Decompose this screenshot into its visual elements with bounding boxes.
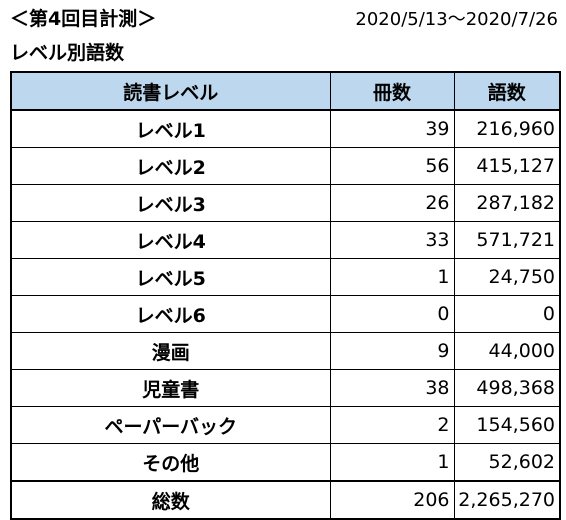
- measure-title: ＜第4回目計測＞: [10, 8, 157, 30]
- row-word-count: 52,602: [453, 443, 561, 482]
- row-word-count: 571,721: [453, 221, 561, 259]
- row-book-count: 33: [329, 221, 455, 259]
- row-book-count: 0: [329, 295, 455, 333]
- table-row: レベル2 56 415,127: [10, 147, 561, 185]
- row-book-count: 1: [329, 258, 455, 296]
- row-word-count: 216,960: [453, 109, 561, 148]
- row-level-label: 漫画: [10, 332, 331, 370]
- row-word-count: 154,560: [453, 406, 561, 444]
- table-row: レベル6 0 0: [10, 295, 561, 333]
- row-book-count: 39: [329, 109, 455, 148]
- row-word-count: 24,750: [453, 258, 561, 296]
- row-book-count: 56: [329, 147, 455, 185]
- table-row: その他 1 52,602: [10, 443, 561, 482]
- row-level-label: レベル5: [10, 258, 331, 296]
- row-word-count: 44,000: [453, 332, 561, 370]
- total-book-count: 206: [329, 480, 455, 520]
- column-header-book-count: 冊数: [329, 71, 455, 111]
- row-level-label: レベル3: [10, 184, 331, 222]
- row-level-label: レベル4: [10, 221, 331, 259]
- row-book-count: 9: [329, 332, 455, 370]
- total-row: 総数 206 2,265,270: [10, 480, 561, 520]
- row-level-label: 児童書: [10, 369, 331, 407]
- row-level-label: レベル2: [10, 147, 331, 185]
- table-header-row: 読書レベル 冊数 語数: [10, 71, 561, 111]
- row-level-label: レベル6: [10, 295, 331, 333]
- row-level-label: その他: [10, 443, 331, 482]
- row-word-count: 287,182: [453, 184, 561, 222]
- row-word-count: 415,127: [453, 147, 561, 185]
- total-label: 総数: [10, 480, 331, 520]
- total-word-count: 2,265,270: [453, 480, 561, 520]
- row-book-count: 2: [329, 406, 455, 444]
- row-word-count: 0: [453, 295, 561, 333]
- row-level-label: ペーパーバック: [10, 406, 331, 444]
- row-word-count: 498,368: [453, 369, 561, 407]
- table-row: 児童書 38 498,368: [10, 369, 561, 407]
- row-level-label: レベル1: [10, 109, 331, 148]
- table-row: レベル1 39 216,960: [10, 109, 561, 148]
- column-header-reading-level: 読書レベル: [10, 71, 331, 111]
- level-word-count-table: 読書レベル 冊数 語数 レベル1 39 216,960 レベル2 56 415,…: [10, 71, 561, 520]
- table-row: 漫画 9 44,000: [10, 332, 561, 370]
- table-row: ペーパーバック 2 154,560: [10, 406, 561, 444]
- header-line: ＜第4回目計測＞ 2020/5/13〜2020/7/26: [0, 4, 566, 32]
- table-row: レベル5 1 24,750: [10, 258, 561, 296]
- measurement-period: 2020/5/13〜2020/7/26: [355, 9, 558, 30]
- table-row: レベル4 33 571,721: [10, 221, 561, 259]
- table-row: レベル3 26 287,182: [10, 184, 561, 222]
- column-header-word-count: 語数: [453, 71, 561, 111]
- row-book-count: 38: [329, 369, 455, 407]
- row-book-count: 26: [329, 184, 455, 222]
- row-book-count: 1: [329, 443, 455, 482]
- table-subtitle: レベル別語数: [10, 42, 125, 64]
